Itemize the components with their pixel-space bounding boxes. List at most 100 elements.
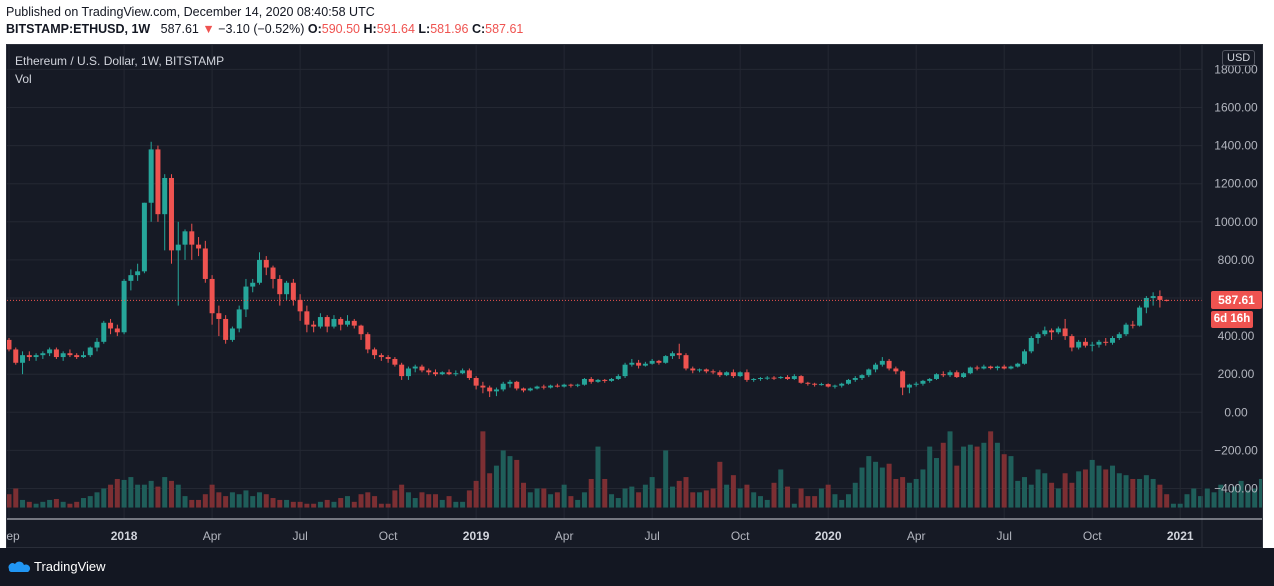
candle-body — [906, 384, 912, 388]
candle-body — [933, 374, 939, 379]
candle-body — [439, 372, 445, 375]
candle-body — [622, 364, 628, 377]
volume-bar — [636, 492, 642, 508]
volume-bar — [378, 503, 384, 508]
price-chart[interactable]: 1800.001600.001400.001200.001000.00800.0… — [7, 45, 1263, 548]
candle-body — [920, 380, 926, 384]
currency-button[interactable]: USD — [1222, 50, 1256, 66]
volume-bar — [141, 484, 147, 508]
candle-body — [196, 244, 202, 249]
high-value: 591.64 — [376, 22, 415, 36]
volume-bar — [270, 498, 276, 508]
candle-body — [568, 384, 574, 386]
candle-body — [588, 378, 594, 382]
candle-body — [466, 370, 472, 379]
candle-body — [1137, 307, 1143, 326]
candle-body — [981, 366, 987, 369]
volume-bar — [453, 501, 459, 508]
candle-body — [331, 318, 337, 327]
candle-body — [338, 318, 344, 325]
volume-bar — [1082, 469, 1088, 508]
volume-bar — [724, 484, 730, 508]
volume-bar — [202, 494, 208, 508]
candle-body — [927, 378, 933, 381]
volume-bar — [1103, 469, 1109, 508]
volume-bar — [1089, 459, 1095, 508]
volume-bar — [961, 446, 967, 508]
candle-body — [60, 353, 66, 358]
candle-body — [1042, 330, 1048, 335]
candle-body — [1022, 351, 1027, 364]
x-tick-label: Sep — [7, 529, 20, 543]
candle-body — [1143, 298, 1149, 308]
volume-bar — [250, 496, 256, 508]
y-tick-label: 1400.00 — [1214, 139, 1258, 153]
volume-bar — [108, 484, 114, 508]
candle-body — [866, 369, 872, 376]
volume-bar — [521, 482, 527, 508]
x-tick-label: Oct — [731, 529, 750, 543]
candle-body — [487, 387, 493, 392]
candle-body — [7, 339, 12, 350]
candle-body — [351, 320, 357, 326]
candle-body — [412, 366, 418, 369]
candle-body — [1110, 338, 1116, 343]
volume-bar — [236, 494, 242, 508]
candle-body — [277, 278, 283, 295]
candle-body — [378, 355, 384, 358]
volume-bar — [886, 463, 892, 508]
close-label: C: — [471, 22, 486, 36]
volume-bar — [324, 499, 330, 508]
candle-body — [216, 313, 222, 319]
volume-bar — [466, 490, 472, 508]
candle-body — [182, 231, 188, 245]
volume-bar — [365, 492, 371, 508]
candle-body — [263, 259, 269, 268]
volume-bar — [1123, 475, 1129, 508]
candle-body — [886, 360, 892, 369]
volume-bar — [33, 503, 39, 508]
volume-bar — [1184, 494, 1190, 508]
volume-bar — [47, 499, 53, 508]
candle-body — [900, 371, 906, 388]
volume-bar — [1164, 494, 1170, 508]
volume-bar — [900, 477, 906, 508]
candle-body — [80, 355, 86, 358]
brand-name: TradingView — [34, 559, 106, 574]
candle-body — [1055, 328, 1061, 333]
volume-bar — [1137, 478, 1143, 508]
candle-body — [683, 355, 689, 369]
volume-bar — [818, 488, 824, 508]
y-tick-label: 200.00 — [1218, 367, 1255, 381]
volume-bar — [155, 486, 161, 508]
chart-pane[interactable]: 1800.00 1600.00 1400.00 1200.00 1000.00 800.0… — [6, 44, 1263, 548]
volume-bar — [967, 444, 973, 508]
volume-bar — [1062, 473, 1068, 508]
volume-bar — [101, 488, 107, 508]
volume-bar — [690, 492, 696, 508]
volume-bar — [642, 484, 648, 508]
volume-bar — [1015, 480, 1021, 508]
volume-bar — [1008, 456, 1014, 508]
volume-bar — [717, 461, 723, 508]
volume-bar — [534, 488, 540, 508]
candle-body — [832, 385, 838, 387]
candle-body — [845, 379, 851, 384]
volume-bar — [277, 499, 283, 508]
y-tick-label: 0.00 — [1224, 405, 1248, 419]
volume-bar — [879, 467, 885, 508]
candle-body — [500, 383, 506, 390]
candle-body — [663, 356, 669, 363]
volume-bar — [751, 492, 757, 508]
candle-body — [1049, 330, 1055, 333]
volume-bar — [1110, 465, 1116, 508]
candle-body — [433, 372, 439, 375]
volume-bar — [1049, 482, 1055, 508]
candle-body — [311, 324, 317, 327]
volume-bar — [629, 486, 635, 508]
candle-body — [873, 364, 879, 370]
candle-body — [615, 376, 621, 379]
candle-body — [209, 278, 215, 314]
volume-bar — [730, 475, 736, 508]
volume-bar — [812, 496, 818, 508]
